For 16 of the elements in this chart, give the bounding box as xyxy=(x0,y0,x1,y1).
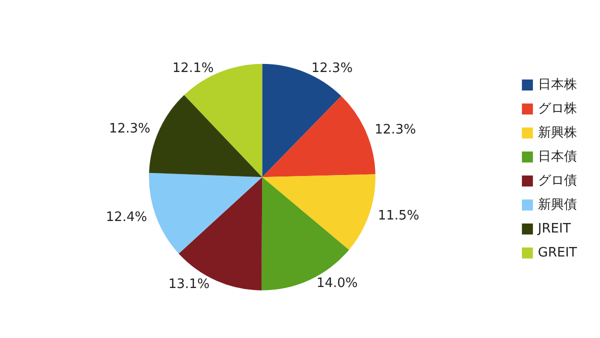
legend-label: グロ債 xyxy=(538,174,577,188)
data-label: 14.0% xyxy=(316,276,358,291)
data-label: 12.4% xyxy=(106,210,148,226)
legend-label: 日本債 xyxy=(538,150,577,164)
legend-label: JREIT xyxy=(536,222,571,236)
legend-label: GREIT xyxy=(538,246,578,260)
data-label: 12.3% xyxy=(374,122,416,138)
legend-label: 日本株 xyxy=(538,78,577,92)
legend-label: グロ株 xyxy=(538,102,577,116)
data-label: 12.3% xyxy=(109,121,150,136)
legend-label: 新興債 xyxy=(538,198,577,212)
data-label: 12.1% xyxy=(172,60,214,76)
data-label: 11.5% xyxy=(378,208,420,224)
data-label: 13.1% xyxy=(168,276,210,292)
data-label: 12.3% xyxy=(311,61,353,76)
legend-label: 新興株 xyxy=(538,126,577,140)
